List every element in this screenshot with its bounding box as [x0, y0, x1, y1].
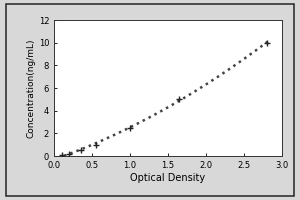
X-axis label: Optical Density: Optical Density: [130, 173, 206, 183]
Y-axis label: Concentration(ng/mL): Concentration(ng/mL): [27, 38, 36, 138]
